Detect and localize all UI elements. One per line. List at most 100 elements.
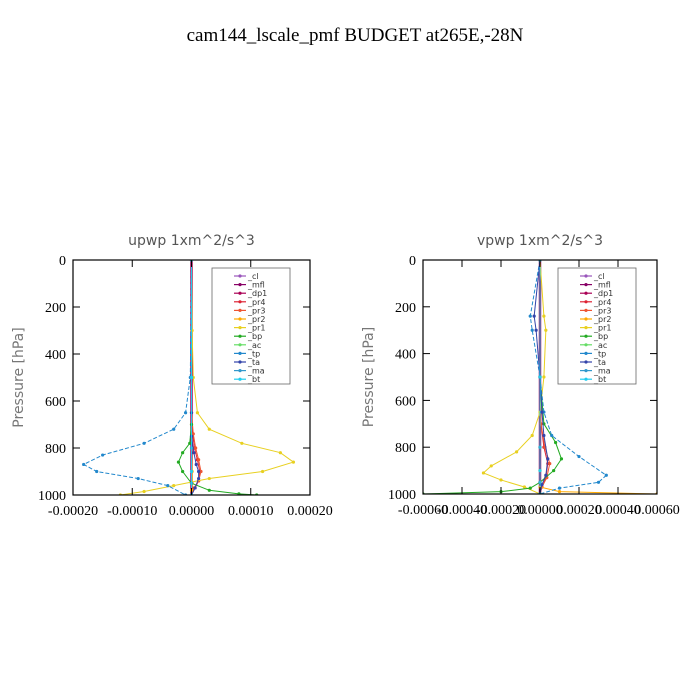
data-point_ta (193, 486, 197, 490)
data-point_bp (237, 492, 241, 495)
legend-marker (238, 360, 242, 364)
x-tick-label: -0.00020 (48, 504, 98, 519)
data-point_pr1 (499, 478, 503, 482)
legend-marker (238, 369, 242, 373)
legend-label: _pr2 (247, 315, 265, 324)
x-tick-label: -0.00010 (107, 504, 157, 519)
data-point_tp (550, 433, 554, 438)
legend-label: _bt (593, 375, 606, 384)
y-axis-label: Pressure [hPa] (361, 327, 377, 427)
legend-marker (238, 283, 242, 287)
x-tick-label: -0.00040 (437, 503, 487, 518)
legend-marker (238, 351, 242, 355)
data-point_pr1 (207, 427, 211, 431)
legend-label: _pr2 (593, 315, 611, 324)
series-group (82, 260, 296, 495)
series-group (423, 260, 657, 494)
data-point_pr3 (197, 458, 201, 462)
legend-marker (584, 308, 588, 312)
data-point_pr1 (291, 460, 296, 464)
x-tick-label: 0.00000 (517, 503, 563, 518)
data-point_pr1 (240, 441, 244, 445)
legend-label: _ac (247, 341, 261, 350)
y-tick-label: 200 (395, 301, 416, 316)
legend-marker (238, 343, 242, 347)
figure-title: cam144_lscale_pmf BUDGET at265E,-28N (187, 25, 524, 46)
legend-marker (238, 377, 242, 381)
data-point_pr1 (542, 375, 546, 379)
data-point_tp (596, 480, 601, 484)
data-point_ta (534, 328, 538, 332)
legend-label: _mfl (247, 281, 265, 290)
data-point_bp (207, 488, 211, 492)
legend-label: _tp (593, 349, 606, 358)
legend-marker (238, 300, 242, 304)
panel-title: upwp 1xm^2/s^3 (128, 233, 255, 249)
data-point_bp (176, 460, 181, 464)
data-point_tp (101, 453, 105, 457)
y-tick-label: 200 (45, 301, 66, 316)
legend-marker (584, 377, 588, 381)
data-point_tp (166, 484, 170, 488)
legend-label: _ac (593, 341, 607, 350)
data-point_pr3 (548, 461, 552, 466)
chart-panel-2: vpwp 1xm^2/s^3 Pressure [hPa] 0 200 400 600 80… (361, 233, 680, 518)
legend-marker (238, 274, 242, 278)
legend-label: _cl (247, 272, 259, 281)
y-tick-label: 0 (59, 254, 66, 269)
legend-marker (584, 326, 588, 330)
data-point_bp (552, 469, 556, 473)
data-point_tp (82, 462, 86, 467)
legend-label: _ta (593, 358, 606, 367)
data-point_bt (189, 375, 194, 380)
data-point_ta (540, 410, 544, 414)
legend: _cl_mfl_dp1_pr4_pr3_pr2_pr1_bp_ac_tp_ta_… (557, 267, 637, 385)
data-point_tp (530, 328, 534, 332)
legend-marker (238, 326, 242, 330)
series-line_tp (529, 260, 608, 494)
y-tick-label: 1000 (388, 488, 416, 503)
data-point_ta (194, 462, 198, 467)
legend-label: _bp (593, 332, 608, 341)
legend-marker (584, 283, 588, 287)
legend-marker (584, 300, 588, 304)
chart-panel-1: upwp 1xm^2/s^3 Pressure [hPa] 0 200 400 600 80… (11, 233, 333, 519)
legend-label: _pr1 (247, 324, 265, 333)
legend-marker (238, 291, 242, 295)
x-tick-label: -0.00020 (476, 503, 526, 518)
series-line_tp (82, 260, 192, 495)
legend-label: _pr1 (593, 324, 611, 333)
data-point_pr1 (522, 485, 527, 489)
data-point_bp (528, 486, 532, 490)
y-tick-label: 400 (395, 348, 416, 363)
series-line_bp (423, 260, 563, 494)
legend-label: _pr4 (247, 298, 265, 307)
y-tick-label: 800 (45, 442, 66, 457)
legend-marker (238, 317, 242, 321)
data-point_pr3 (194, 446, 198, 450)
data-point_bp (181, 469, 185, 474)
data-point_ta (192, 451, 196, 455)
data-point_pr3 (191, 432, 195, 436)
data-point_tp (183, 411, 188, 415)
legend-marker (584, 360, 588, 364)
data-point_pr1 (278, 451, 282, 455)
x-tick-label: -0.00060 (398, 503, 448, 518)
data-point_ta (532, 314, 536, 318)
data-point_ta (197, 469, 201, 474)
y-tick-label: 600 (395, 394, 416, 409)
x-tick-label: 0.00010 (228, 504, 274, 519)
legend-marker (584, 343, 588, 347)
legend-label: _tp (247, 349, 260, 358)
data-point_ta (542, 433, 546, 438)
data-point_pr1 (261, 469, 265, 474)
data-point_pr1 (172, 484, 176, 488)
data-point_pr1 (142, 489, 146, 494)
legend-label: _mfl (593, 281, 611, 290)
data-point_tp (528, 314, 532, 318)
legend-marker (584, 274, 588, 278)
legend-marker (584, 317, 588, 321)
data-point_pr1 (542, 314, 546, 318)
x-tick-label: 0.00000 (169, 504, 215, 519)
data-point_pr3 (199, 469, 203, 474)
